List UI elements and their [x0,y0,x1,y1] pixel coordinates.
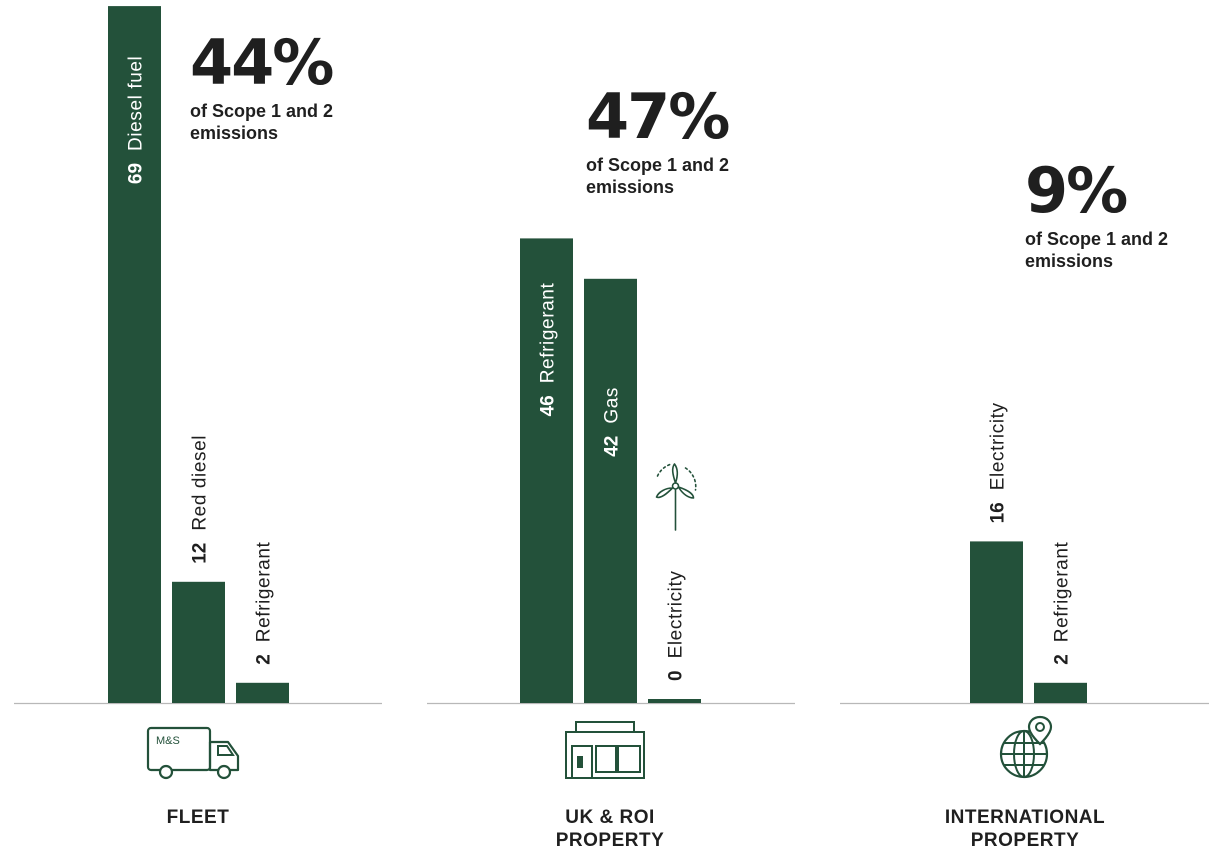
bar-value-label: 16 [988,502,1009,523]
globe-location-icon [996,714,1062,789]
fleet-share-block: 44% of Scope 1 and 2 emissions [190,32,380,144]
bar-value-label: 12 [190,543,211,564]
bar-label-1-2: 0 Electricity [666,571,687,681]
bar-label-2-0: 16 Electricity [988,402,1009,523]
fleet-share-note: of Scope 1 and 2 emissions [190,101,334,143]
bar-label-1-1: 42 Gas [602,387,623,457]
bar-1-1 [584,278,637,703]
bar-category-label: Diesel fuel [126,56,147,151]
international-property-share-note: of Scope 1 and 2 emissions [1025,229,1169,271]
international-property-share-percent: 9% [1025,154,1128,227]
bar-label-1-0: 46 Refrigerant [538,283,559,417]
uk-roi-property-label: UK & ROI PROPERTY [490,806,730,852]
bar-category-label: Electricity [666,571,687,659]
bar-label-0-1: 12 Red diesel [190,435,211,564]
bar-label-2-1: 2 Refrigerant [1052,542,1073,665]
bar-2-1 [1034,682,1087,703]
bar-category-label: Red diesel [190,435,211,531]
bar-category-label: Refrigerant [254,542,275,643]
bar-0-2 [236,682,289,703]
bar-category-label: Electricity [988,402,1009,490]
uk-roi-property-label-line-1: UK & ROI [565,807,655,828]
bar-value-label: 2 [1052,654,1073,665]
bar-category-label: Refrigerant [538,283,559,384]
uk-roi-property-share-note: of Scope 1 and 2 emissions [586,155,730,197]
uk-roi-property-share-block: 47% of Scope 1 and 2 emissions [586,86,776,198]
wind-turbine-icon [655,463,697,531]
international-property-label-line-1: INTERNATIONAL [944,807,1106,828]
uk-roi-property-share-percent: 47% [586,80,730,153]
bar-1-2 [648,699,701,703]
bar-0-1 [172,581,225,703]
bar-value-label: 0 [666,670,687,681]
bar-2-0 [970,541,1023,703]
bar-label-0-0: 69 Diesel fuel [126,56,147,184]
bar-value-label: 42 [602,436,623,457]
fleet-label-line: FLEET [166,807,230,828]
international-property-label: INTERNATIONAL PROPERTY [905,806,1145,852]
bar-value-label: 69 [126,163,147,184]
delivery-truck-icon: M&S [144,722,252,787]
bar-1-0 [520,238,573,703]
bar-0-0 [108,6,161,704]
fleet-share-percent: 44% [190,26,334,99]
bar-value-label: 46 [538,395,559,416]
fleet-label: FLEET [78,806,318,829]
uk-roi-property-label-line-2: PROPERTY [555,830,665,851]
bar-category-label: Refrigerant [1052,542,1073,643]
bar-value-label: 2 [254,654,275,665]
store-front-icon [562,718,658,789]
bar-label-0-2: 2 Refrigerant [254,542,275,665]
international-property-share-block: 9% of Scope 1 and 2 emissions [1025,160,1209,272]
bar-category-label: Gas [602,387,623,424]
truck-brand-text: M&S [156,735,180,747]
international-property-label-line-2: PROPERTY [970,830,1080,851]
